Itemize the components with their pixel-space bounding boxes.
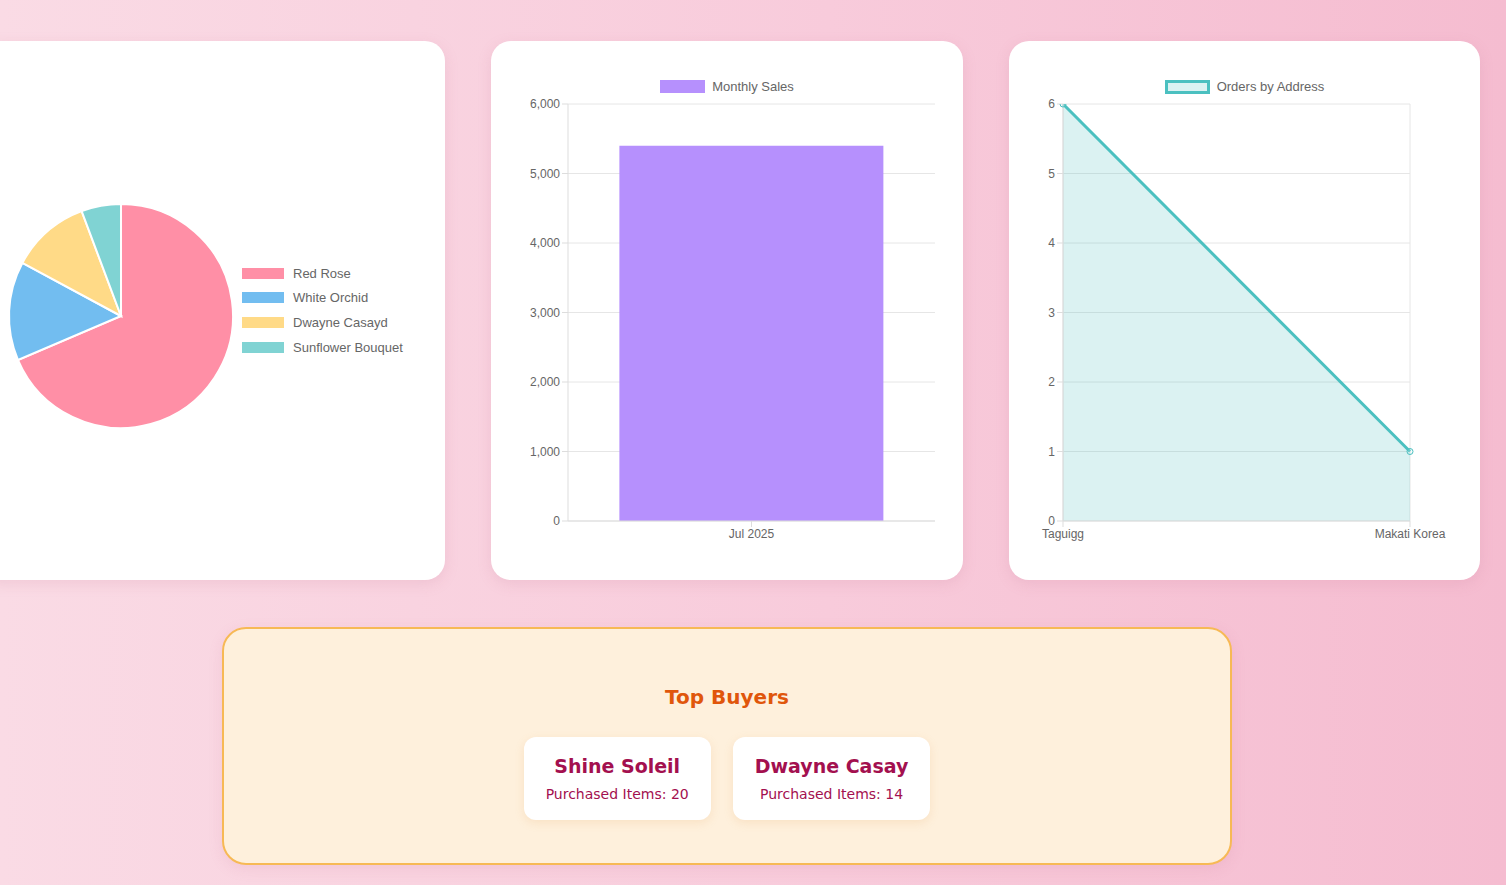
svg-text:1,000: 1,000 xyxy=(530,445,560,459)
svg-text:1: 1 xyxy=(1048,445,1055,459)
svg-text:Makati Korea: Makati Korea xyxy=(1375,527,1446,541)
svg-text:0: 0 xyxy=(1048,514,1055,528)
svg-text:3,000: 3,000 xyxy=(530,306,560,320)
html-text:Dwayne Casay: Dwayne Casay xyxy=(754,755,909,777)
svg-text:5,000: 5,000 xyxy=(530,167,560,181)
html-text:Dwayne Casayd: Dwayne Casayd xyxy=(293,315,388,330)
html-text:Sunflower Bouquet: Sunflower Bouquet xyxy=(293,339,403,355)
html-text:White Orchid: White Orchid xyxy=(293,290,369,306)
html-text:Top Buyers: Top Buyers xyxy=(665,685,789,709)
html-text:Purchased Items: 20: Purchased Items: 20 xyxy=(545,786,689,802)
svg-text:5: 5 xyxy=(1048,167,1055,181)
svg-text:4: 4 xyxy=(1048,236,1055,250)
svg-text:4,000: 4,000 xyxy=(530,236,560,250)
svg-text:2,000: 2,000 xyxy=(530,375,560,389)
svg-text:6,000: 6,000 xyxy=(530,97,560,111)
svg-text:0: 0 xyxy=(553,514,560,528)
svg-text:2: 2 xyxy=(1048,375,1055,389)
html-text:Shine Soleil: Shine Soleil xyxy=(554,755,681,777)
svg-text:Taguigg: Taguigg xyxy=(1042,527,1084,541)
svg-text:6: 6 xyxy=(1048,97,1055,111)
html-text:Purchased Items: 14: Purchased Items: 14 xyxy=(760,786,904,802)
html-text:Monthly Sales: Monthly Sales xyxy=(712,79,794,94)
html-text:Orders by Address: Orders by Address xyxy=(1216,79,1325,94)
html-text:Red Rose: Red Rose xyxy=(293,265,351,281)
svg-text:3: 3 xyxy=(1048,306,1055,320)
svg-text:Jul 2025: Jul 2025 xyxy=(729,527,775,541)
